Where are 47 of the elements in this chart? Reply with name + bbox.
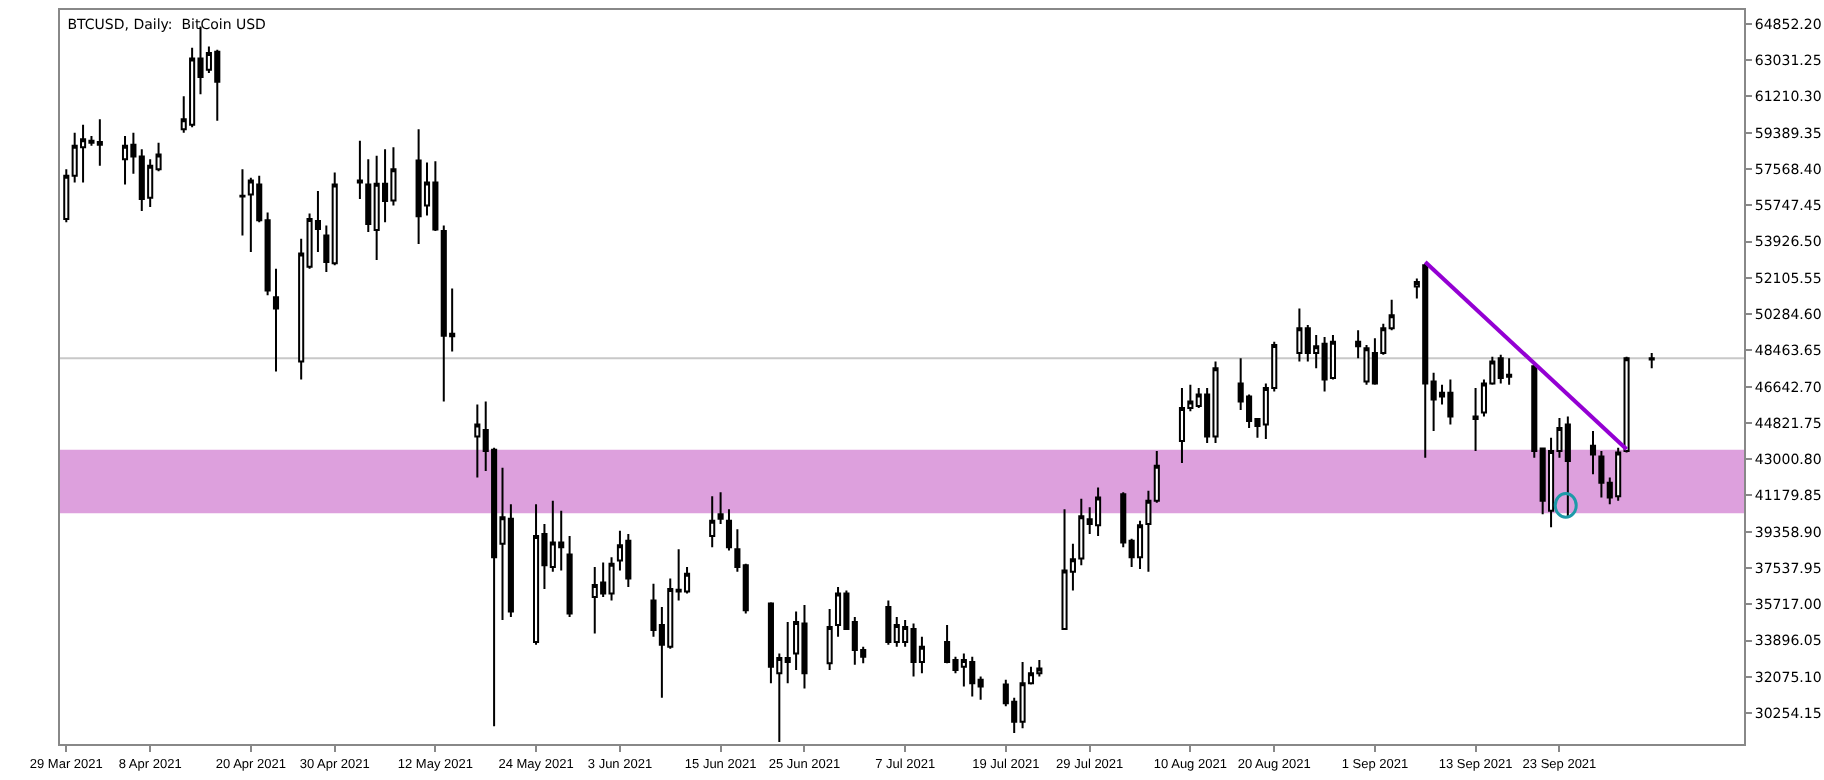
candlestick [608,556,615,602]
candlestick [717,491,724,526]
candlestick [1422,262,1429,459]
candlestick [1363,344,1370,386]
candlestick [969,655,976,698]
candlestick [1506,357,1513,386]
candlestick [239,168,246,237]
candlestick [910,622,917,678]
candlestick [1019,660,1026,730]
candlestick [834,586,842,638]
candlestick [558,509,565,572]
candlestick [247,176,254,254]
candlestick [944,623,951,665]
candlestick [566,535,573,618]
candlestick [826,607,833,671]
candlestick [272,267,280,373]
candlestick [1564,415,1571,519]
candlestick [625,533,632,589]
candlestick [1296,307,1303,363]
candlestick [96,118,103,167]
candlestick [1472,387,1479,452]
candlestick [331,171,338,267]
candlestick [725,508,733,552]
candlestick [1355,329,1362,360]
candlestick [121,135,129,186]
candlestick [1212,360,1219,445]
candlestick [533,503,540,646]
candlestick [1447,378,1454,426]
candlestick [474,403,481,479]
candlestick [1497,353,1504,385]
candlestick [1061,508,1068,632]
candlestick [1036,658,1043,678]
candlestick [1321,336,1328,393]
candlestick [960,652,967,688]
candlestick [1598,450,1605,499]
candlestick [591,566,598,635]
candlestick [415,128,422,246]
candlestick [214,48,221,122]
candlestick [1589,430,1597,476]
candlestick [80,123,87,184]
candlestick [801,603,808,690]
candlestick [1648,352,1655,370]
candlestick [885,599,892,646]
candlestick [373,154,380,261]
candlestick [709,495,716,549]
candlestick [1178,387,1186,464]
candlestick [1095,486,1102,538]
